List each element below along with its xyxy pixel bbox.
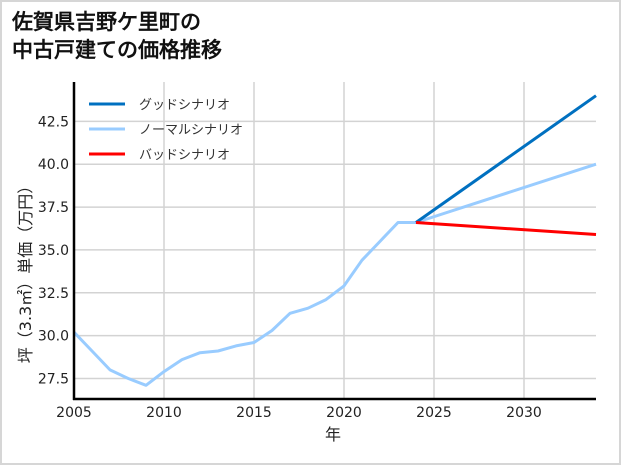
y-tick-label: 40.0	[38, 157, 69, 173]
y-axis-ticks: 27.5 30.0 32.5 35.0 37.5 40.0 42.5	[38, 114, 69, 387]
chart-title-line1: 佐賀県吉野ケ里町の	[12, 10, 201, 34]
legend-label: バッドシナリオ	[139, 148, 230, 163]
series-line	[72, 162, 597, 387]
x-axis-ticks: 2005 2010 2015 2020 2025 2030	[56, 405, 542, 421]
y-tick-label: 42.5	[38, 114, 69, 130]
x-axis-label: 年	[325, 425, 341, 444]
y-axis-label: 坪（3.3㎡）単価（万円）	[16, 178, 35, 363]
axes	[72, 82, 596, 401]
y-tick-label: 32.5	[38, 286, 69, 302]
legend-label: ノーマルシナリオ	[139, 123, 243, 138]
x-tick-label: 2030	[506, 405, 542, 421]
x-tick-label: 2010	[146, 405, 182, 421]
x-tick-label: 2025	[416, 405, 452, 421]
y-tick-label: 30.0	[38, 329, 69, 345]
x-tick-label: 2020	[326, 405, 362, 421]
x-tick-label: 2015	[236, 405, 272, 421]
chart-title-line2: 中古戸建ての価格推移	[12, 38, 222, 62]
series-line	[415, 221, 597, 236]
chart-title: 佐賀県吉野ケ里町の 中古戸建ての価格推移	[12, 8, 222, 64]
series-lines	[72, 94, 597, 387]
legend-label: グッドシナリオ	[139, 98, 230, 113]
y-tick-label: 27.5	[38, 371, 69, 387]
series-line	[415, 94, 597, 224]
x-tick-label: 2005	[56, 405, 92, 421]
y-tick-label: 37.5	[38, 200, 69, 216]
y-tick-label: 35.0	[38, 243, 69, 259]
